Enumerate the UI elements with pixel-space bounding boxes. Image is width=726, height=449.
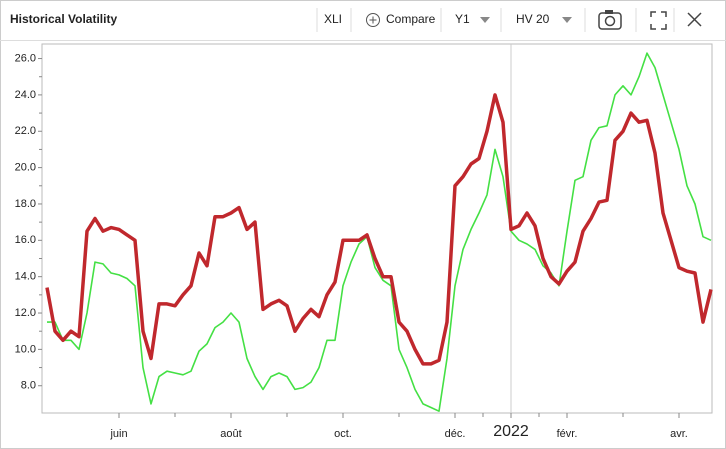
y-tick-label: 26.0 — [15, 52, 36, 64]
snapshot-button[interactable] — [598, 10, 622, 30]
x-tick-label: déc. — [445, 428, 466, 440]
x-tick-label: févr. — [557, 428, 578, 440]
y-tick-label: 24.0 — [15, 89, 36, 101]
y-tick-label: 14.0 — [15, 271, 36, 283]
y-tick-label: 8.0 — [21, 380, 36, 392]
toolbar: XLI Compare Y1 HV 20 — [316, 8, 702, 32]
dropdown-arrow — [480, 17, 490, 23]
y-tick-label: 16.0 — [15, 234, 36, 246]
line-series — [45, 93, 713, 366]
plus-icon — [369, 16, 377, 24]
camera-icon — [605, 10, 613, 14]
y-tick-label: 10.0 — [15, 343, 36, 355]
compare-button[interactable]: Compare — [366, 12, 436, 27]
line-series — [47, 52, 712, 412]
x-tick-label: 2022 — [493, 423, 529, 440]
symbol-button[interactable]: XLI — [324, 12, 342, 26]
x-tick-label: août — [220, 428, 241, 440]
chart-title: Historical Volatility — [10, 12, 117, 26]
x-tick-label: juin — [109, 428, 127, 440]
period-label: Y1 — [455, 12, 470, 26]
y-tick-label: 18.0 — [15, 198, 36, 210]
compare-label: Compare — [386, 12, 436, 26]
close-button[interactable] — [687, 12, 702, 27]
y-tick-label: 22.0 — [15, 125, 36, 137]
y-tick-label: 20.0 — [15, 162, 36, 174]
x-tick-label: avr. — [670, 428, 688, 440]
indicator-label: HV 20 — [516, 12, 550, 26]
x-tick-label: oct. — [334, 428, 352, 440]
fullscreen-button[interactable] — [650, 11, 667, 30]
camera-icon — [604, 15, 616, 27]
plus-icon — [366, 13, 380, 27]
period-dropdown[interactable]: Y1 — [455, 12, 490, 26]
plot-frame — [41, 43, 713, 414]
indicator-dropdown[interactable]: HV 20 — [516, 12, 572, 26]
y-tick-label: 12.0 — [15, 307, 36, 319]
dropdown-arrow — [562, 17, 572, 23]
